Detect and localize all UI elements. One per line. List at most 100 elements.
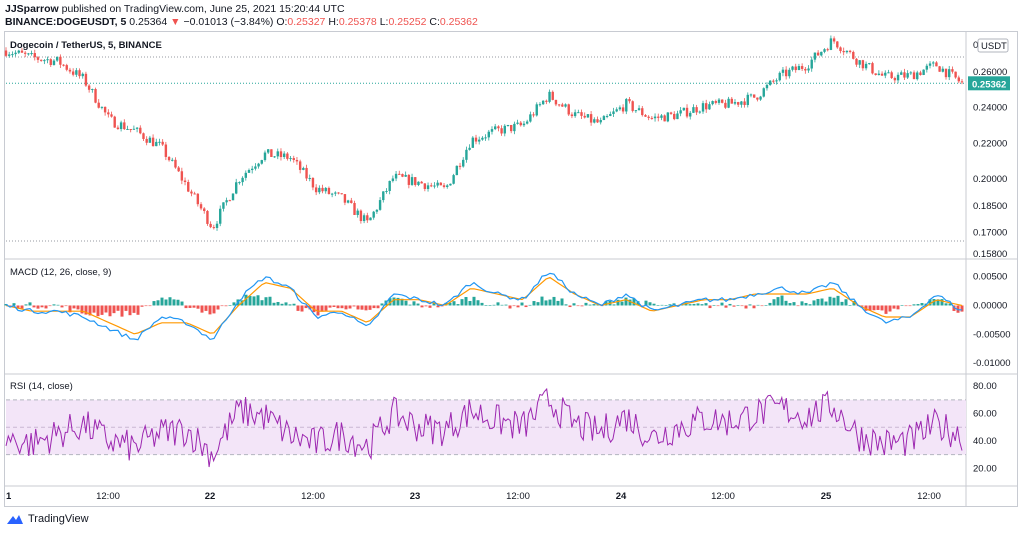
macd-histogram-bar [324, 305, 328, 311]
macd-histogram-bar [708, 305, 712, 309]
candle-body [407, 174, 411, 185]
candle-body [689, 112, 692, 117]
candle-body [509, 125, 513, 132]
macd-histogram-bar [868, 305, 872, 311]
macd-histogram-bar [644, 300, 648, 306]
candle-body [609, 114, 612, 116]
candle-body [506, 125, 510, 127]
candle-body [807, 68, 810, 71]
tradingview-logo-icon [7, 515, 23, 524]
macd-histogram-bar [260, 300, 264, 306]
candle-body [87, 85, 91, 90]
macd-histogram-bar [900, 304, 904, 306]
macd-histogram-bar [348, 305, 352, 309]
candle-body [861, 60, 865, 69]
currency-badge [977, 38, 1009, 53]
macd-histogram-bar [632, 298, 636, 306]
candle-body [241, 177, 244, 183]
candle-body [17, 50, 20, 53]
candle-body [84, 73, 88, 86]
macd-histogram-bar [264, 297, 268, 306]
macd-histogram-bar [304, 305, 308, 309]
candle-body [266, 149, 270, 153]
candle-body [113, 116, 116, 128]
candle-body [717, 99, 721, 103]
candle-body [618, 107, 622, 110]
macd-histogram-bar [876, 305, 880, 310]
macd-histogram-bar [872, 305, 876, 311]
macd-histogram-bar [196, 305, 200, 309]
rsi-tick-label: 20.00 [973, 463, 997, 474]
macd-histogram-bar [816, 298, 820, 306]
candle-body [903, 72, 906, 78]
candle-body [314, 187, 318, 193]
macd-tick-label: -0.00500 [973, 329, 1011, 340]
candle-body [484, 137, 487, 139]
macd-histogram-bar [424, 305, 428, 307]
macd-histogram-bar [120, 305, 124, 317]
macd-histogram-bar [20, 305, 24, 309]
macd-histogram-bar [560, 298, 564, 306]
candle-body [257, 163, 260, 167]
footer-brand[interactable]: TradingView [6, 513, 89, 525]
candle-body [343, 194, 347, 203]
candle-body [932, 62, 935, 64]
macd-histogram-bar [400, 298, 404, 306]
macd-histogram-bar [780, 295, 784, 306]
candle-body [727, 98, 730, 108]
macd-histogram-bar [588, 304, 592, 306]
candle-body [746, 94, 749, 106]
candle-body [842, 51, 845, 53]
candle-body [890, 72, 893, 79]
macd-histogram-bar [956, 305, 960, 313]
candle-body [103, 106, 107, 113]
candle-body [187, 181, 190, 192]
candle-body [302, 167, 305, 170]
candle-body [71, 71, 75, 75]
macd-histogram-bar [852, 300, 856, 306]
macd-histogram-bar [52, 304, 56, 306]
macd-histogram-bar [484, 305, 488, 306]
candle-body [100, 106, 104, 108]
candle-body [468, 147, 471, 150]
candle-body [385, 190, 388, 192]
candle-body [497, 126, 500, 129]
macd-histogram-bar [544, 300, 548, 306]
macd-histogram-bar [416, 303, 420, 306]
candle-body [532, 114, 535, 116]
macd-histogram-bar [200, 305, 204, 313]
high-label: H: [328, 16, 339, 28]
macd-histogram-bar [212, 305, 216, 314]
macd-histogram-bar [724, 305, 728, 308]
candle-body [49, 59, 52, 65]
candle-body [768, 80, 772, 85]
candle-body [541, 100, 545, 105]
macd-histogram-bar [836, 295, 840, 306]
candle-body [270, 149, 273, 157]
macd-histogram-bar [56, 304, 60, 306]
candle-body [238, 182, 241, 184]
candle-body [692, 107, 695, 113]
candle-body [359, 210, 363, 222]
candle-body [797, 66, 801, 71]
macd-histogram-bar [188, 305, 192, 308]
candle-body [417, 181, 420, 185]
macd-histogram-bar [524, 305, 528, 308]
candle-body [685, 107, 689, 117]
candle-body [46, 59, 49, 61]
macd-histogram-bar [420, 305, 424, 308]
candle-body [676, 113, 679, 120]
author: JJSparrow [5, 3, 59, 15]
candle-body [503, 125, 506, 134]
macd-histogram-bar [896, 305, 900, 310]
candle-body [820, 51, 823, 56]
candle-body [657, 116, 660, 118]
candle-body [324, 187, 327, 192]
macd-histogram-bar [428, 305, 432, 308]
candle-body [957, 77, 961, 82]
candle-body [650, 117, 654, 119]
candle-body [391, 178, 395, 181]
candle-body [912, 72, 916, 80]
candle-body [577, 112, 580, 114]
